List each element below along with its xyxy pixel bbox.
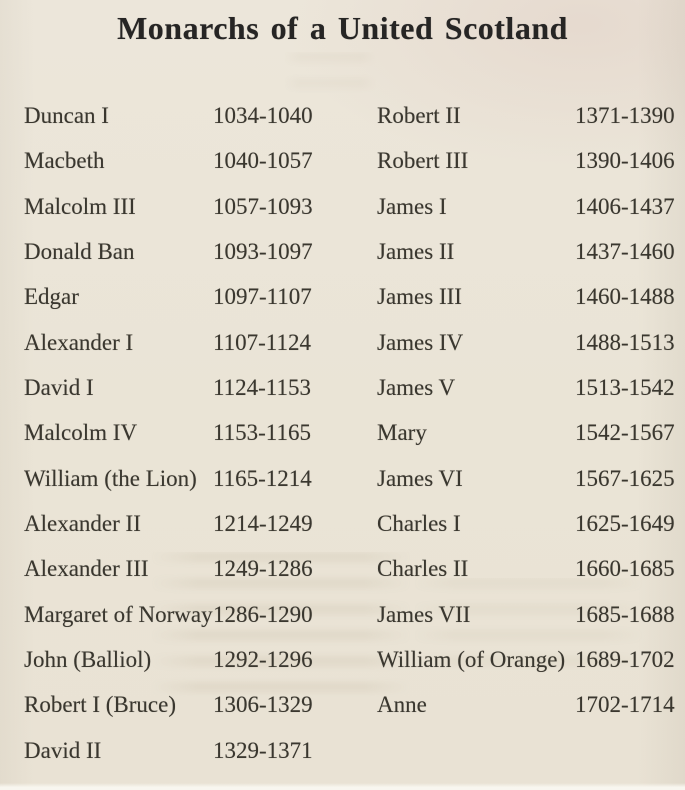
monarch-name: William (the Lion) (24, 465, 197, 491)
monarch-row: Malcolm III 1057-1093 (24, 194, 359, 239)
monarch-row: James VI 1567-1625 (377, 466, 679, 511)
reign-years: 1371-1390 (575, 103, 675, 128)
reign-years: 1214-1249 (213, 510, 313, 536)
monarch-row: Edgar 1097-1107 (24, 284, 359, 329)
reign-years: 1249-1286 (213, 556, 313, 582)
monarch-name: Anne (377, 692, 427, 718)
monarch-row: John (Balliol) 1292-1296 (24, 647, 359, 692)
monarch-name: Charles I (377, 510, 461, 536)
monarch-name: Robert II (377, 103, 461, 128)
monarch-name: James II (377, 238, 455, 264)
monarch-row: Anne 1702-1714 (377, 692, 679, 737)
monarch-name: Alexander II (24, 510, 141, 536)
reign-years: 1702-1714 (575, 692, 675, 718)
monarch-name: William (of Orange) (377, 646, 566, 672)
monarch-name: Robert I (Bruce) (24, 692, 176, 718)
monarch-row: David II 1329-1371 (24, 738, 359, 783)
monarch-row: Malcolm IV 1153-1165 (24, 420, 359, 465)
reign-years: 1689-1702 (575, 646, 675, 672)
monarch-row: Duncan I 1034-1040 (24, 103, 359, 148)
monarch-row: Charles I 1625-1649 (377, 511, 679, 556)
reign-years: 1567-1625 (575, 465, 675, 491)
monarch-row: David I 1124-1153 (24, 375, 359, 420)
monarch-name: James V (377, 374, 456, 400)
monarch-row: Alexander II 1214-1249 (24, 511, 359, 556)
monarch-name: Mary (377, 420, 427, 446)
reign-years: 1292-1296 (213, 646, 313, 672)
reign-years: 1660-1685 (575, 556, 675, 582)
monarch-row: Mary 1542-1567 (377, 420, 679, 465)
monarch-name: James VII (377, 601, 471, 627)
reign-years: 1153-1165 (213, 420, 311, 446)
monarch-name: James I (377, 193, 447, 219)
monarch-name: James IV (377, 329, 464, 355)
monarch-row: Robert II 1371-1390 (377, 103, 679, 148)
bleedthrough-smudge (283, 52, 378, 100)
page-title: Monarchs of a United Scotland (117, 10, 568, 46)
monarch-name: Alexander III (24, 556, 149, 582)
reign-years: 1034-1040 (213, 103, 313, 128)
monarch-row: Robert I (Bruce) 1306-1329 (24, 692, 359, 737)
monarch-row: William (the Lion) 1165-1214 (24, 466, 359, 511)
monarch-row: Alexander III 1249-1286 (24, 556, 359, 601)
monarch-row: William (of Orange) 1689-1702 (377, 647, 679, 692)
reign-years: 1685-1688 (575, 601, 675, 627)
monarch-name: John (Balliol) (24, 646, 152, 672)
monarch-row: Margaret of Norway 1286-1290 (24, 602, 359, 647)
reign-years: 1488-1513 (575, 329, 675, 355)
reign-years: 1040-1057 (213, 148, 313, 174)
reign-years: 1390-1406 (575, 148, 675, 174)
reign-years: 1625-1649 (575, 510, 675, 536)
reign-years: 1286-1290 (213, 601, 313, 627)
monarch-name: James VI (377, 465, 463, 491)
page-edge (0, 783, 685, 790)
monarch-column-left: Duncan I 1034-1040 Macbeth 1040-1057 Mal… (24, 103, 359, 783)
reign-years: 1306-1329 (213, 692, 313, 718)
monarch-row: James III 1460-1488 (377, 284, 679, 329)
monarch-row: Alexander I 1107-1124 (24, 330, 359, 375)
reign-years: 1124-1153 (213, 374, 311, 400)
monarch-name: Malcolm III (24, 193, 136, 219)
monarch-row: Donald Ban 1093-1097 (24, 239, 359, 284)
monarch-column-right: Robert II 1371-1390 Robert III 1390-1406… (377, 103, 679, 738)
monarch-row: Robert III 1390-1406 (377, 148, 679, 193)
reign-years: 1165-1214 (213, 465, 312, 491)
monarch-name: Charles II (377, 556, 469, 582)
monarch-name: Margaret of Norway (24, 601, 213, 627)
reign-years: 1093-1097 (213, 238, 313, 264)
reign-years: 1437-1460 (575, 238, 675, 264)
monarch-row: James IV 1488-1513 (377, 330, 679, 375)
monarch-row: Macbeth 1040-1057 (24, 148, 359, 193)
monarch-name: Macbeth (24, 148, 105, 174)
reign-years: 1107-1124 (213, 329, 311, 355)
monarch-name: Donald Ban (24, 238, 135, 264)
reign-years: 1513-1542 (575, 374, 675, 400)
reign-years: 1057-1093 (213, 193, 313, 219)
monarch-row: James VII 1685-1688 (377, 602, 679, 647)
monarch-name: Alexander I (24, 329, 134, 355)
monarch-row: James I 1406-1437 (377, 194, 679, 239)
reign-years: 1097-1107 (213, 284, 312, 310)
reign-years: 1329-1371 (213, 737, 313, 763)
monarch-row: James II 1437-1460 (377, 239, 679, 284)
monarch-name: David I (24, 374, 94, 400)
monarch-name: David II (24, 737, 102, 763)
monarch-row: James V 1513-1542 (377, 375, 679, 420)
monarch-name: Malcolm IV (24, 420, 138, 446)
reign-years: 1542-1567 (575, 420, 675, 446)
monarch-name: Robert III (377, 148, 469, 174)
reign-years: 1460-1488 (575, 284, 675, 310)
monarch-row: Charles II 1660-1685 (377, 556, 679, 601)
reign-years: 1406-1437 (575, 193, 675, 219)
monarch-name: Edgar (24, 284, 79, 310)
monarch-name: Duncan I (24, 103, 109, 128)
monarch-name: James III (377, 284, 462, 310)
